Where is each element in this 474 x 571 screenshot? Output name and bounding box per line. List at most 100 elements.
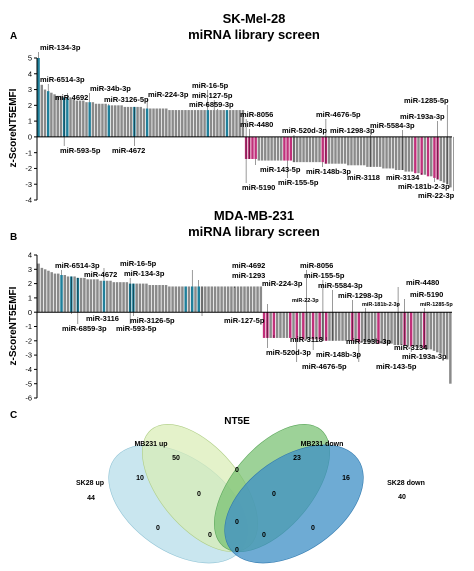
venn-count-mb231-up-mb231-down: 0 bbox=[235, 467, 239, 474]
bar bbox=[209, 110, 213, 137]
bar bbox=[99, 280, 102, 313]
bar bbox=[315, 136, 318, 163]
bar bbox=[390, 312, 393, 344]
bar bbox=[181, 286, 184, 313]
bar bbox=[299, 136, 302, 163]
bar bbox=[135, 283, 138, 313]
bar bbox=[363, 136, 366, 166]
bar bbox=[249, 286, 253, 313]
annotation-label: miR-3118 bbox=[290, 335, 323, 344]
annotation-label: miR-520d-3p bbox=[282, 126, 327, 135]
bar bbox=[53, 273, 57, 313]
bar bbox=[138, 283, 142, 313]
bar bbox=[280, 136, 283, 161]
bar bbox=[353, 136, 356, 166]
bar bbox=[37, 58, 40, 137]
bar bbox=[165, 108, 168, 137]
bar bbox=[393, 312, 397, 346]
bar bbox=[75, 100, 79, 137]
bar bbox=[136, 106, 139, 137]
bar bbox=[302, 136, 305, 163]
y-tick-label: 5 bbox=[28, 54, 32, 63]
bar bbox=[56, 95, 59, 137]
bar bbox=[219, 110, 222, 137]
panel-c-letter: C bbox=[10, 410, 17, 421]
bar bbox=[378, 136, 382, 167]
bar bbox=[190, 286, 194, 313]
bar bbox=[129, 106, 133, 137]
bar bbox=[327, 136, 331, 164]
annotation-label: miR-4672 bbox=[112, 146, 145, 155]
bar bbox=[187, 286, 191, 313]
bar bbox=[315, 312, 318, 340]
bar bbox=[69, 99, 72, 137]
annotation-label: miR-34b-3p bbox=[90, 84, 131, 93]
y-tick-label: 1 bbox=[28, 294, 32, 303]
bar bbox=[305, 136, 308, 163]
bar bbox=[251, 136, 254, 159]
bar bbox=[222, 110, 225, 137]
bar bbox=[295, 312, 299, 340]
bar bbox=[272, 312, 276, 338]
bar bbox=[282, 312, 285, 338]
bar bbox=[145, 283, 148, 313]
annotation-label: miR-4692 bbox=[55, 93, 88, 102]
annotation-label: miR-181b-2-3p bbox=[362, 302, 401, 308]
bar bbox=[413, 312, 416, 347]
y-tick-label: -6 bbox=[25, 394, 32, 403]
bar bbox=[239, 286, 243, 313]
bar bbox=[372, 136, 376, 167]
bar bbox=[289, 312, 292, 338]
bar bbox=[417, 136, 420, 174]
bar bbox=[269, 312, 272, 338]
venn-count-triple-b: 0 bbox=[272, 491, 276, 498]
venn-ellipse-sk28-down bbox=[224, 444, 364, 564]
bar bbox=[241, 110, 245, 137]
annotation-label: miR-16-5p bbox=[192, 81, 229, 90]
bar bbox=[125, 282, 129, 313]
bar bbox=[350, 136, 353, 166]
bar bbox=[220, 286, 223, 313]
bar bbox=[145, 108, 149, 137]
bar bbox=[279, 312, 282, 338]
bar bbox=[184, 286, 187, 313]
bar bbox=[259, 286, 263, 313]
bar bbox=[98, 103, 101, 137]
bar bbox=[337, 136, 340, 164]
bar bbox=[359, 136, 363, 166]
bar bbox=[119, 282, 122, 313]
annotation-label: miR-127-5p bbox=[224, 316, 265, 325]
bar bbox=[238, 110, 241, 137]
annotation-label: miR-4480 bbox=[240, 120, 273, 129]
y-tick-label: 3 bbox=[28, 265, 32, 274]
bar bbox=[356, 136, 360, 166]
bar bbox=[73, 276, 76, 313]
annotation-label: miR-5190 bbox=[410, 290, 443, 299]
bar bbox=[367, 312, 370, 343]
bar bbox=[158, 285, 161, 313]
annotation-label: miR-193a-3p bbox=[402, 352, 447, 361]
bar bbox=[174, 286, 178, 313]
bar bbox=[262, 312, 266, 338]
bar bbox=[37, 263, 40, 313]
y-tick-label: 0 bbox=[28, 308, 32, 317]
bar bbox=[236, 286, 240, 313]
bar bbox=[414, 136, 417, 174]
bar bbox=[72, 99, 75, 137]
bar bbox=[203, 110, 206, 137]
bar bbox=[344, 312, 348, 341]
annotation-label: miR-3118 bbox=[347, 173, 380, 182]
bar bbox=[276, 136, 280, 161]
annotation-label: miR-593-5p bbox=[116, 324, 157, 333]
venn-count-sk28-up-only: 44 bbox=[87, 495, 95, 502]
annotation-label: miR-1285-5p bbox=[404, 96, 449, 105]
bar bbox=[59, 95, 63, 137]
bar bbox=[423, 136, 427, 175]
bar bbox=[426, 312, 429, 350]
bar bbox=[82, 100, 85, 137]
bar bbox=[430, 136, 433, 177]
bar bbox=[257, 136, 261, 161]
venn-count-mb231-up-sk28-down: 0 bbox=[156, 525, 160, 532]
bar bbox=[366, 136, 369, 167]
bar bbox=[79, 277, 83, 313]
